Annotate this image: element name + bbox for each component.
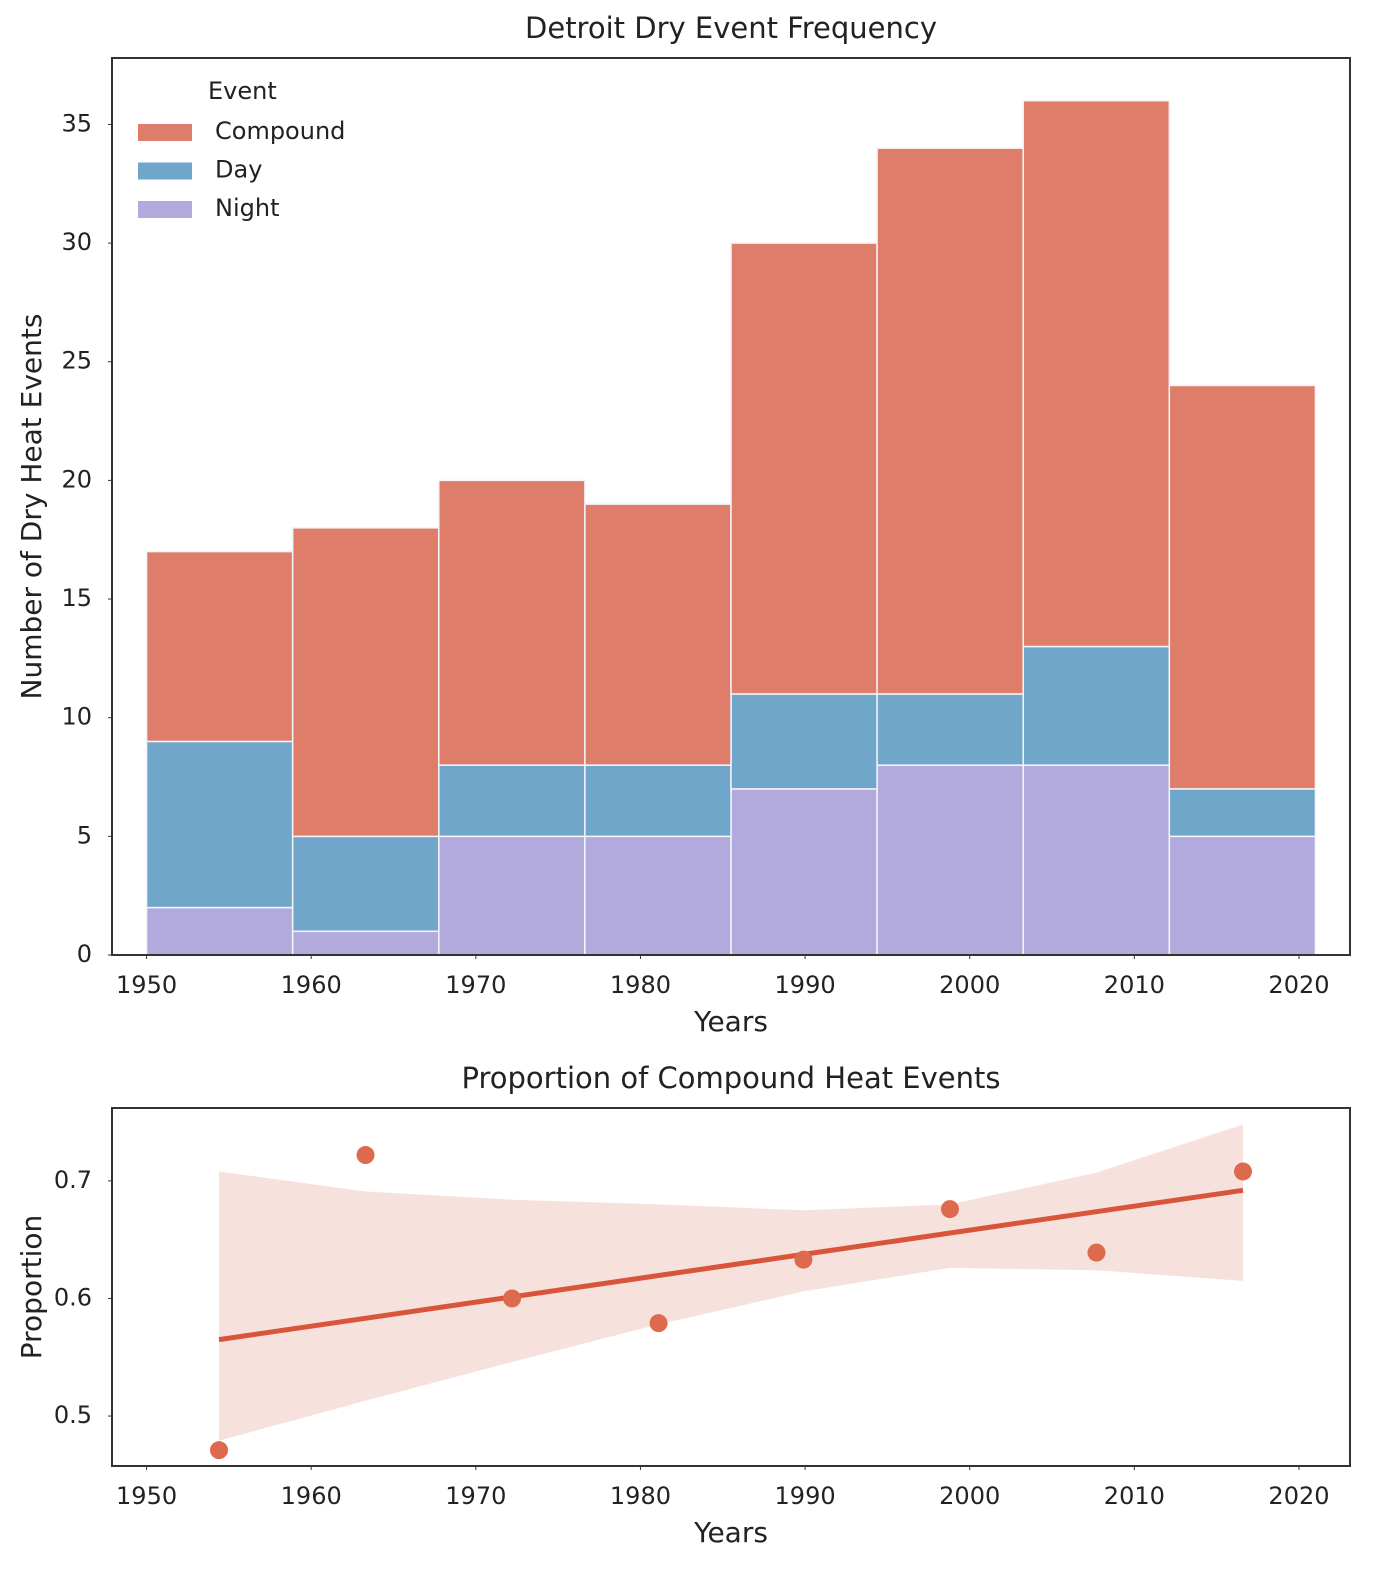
x-tick-label: 2000 <box>939 971 1000 999</box>
bar-segment <box>291 527 440 838</box>
y-axis-label: Proportion <box>15 1215 48 1359</box>
y-tick-label: 35 <box>61 109 92 137</box>
bar-segment <box>438 479 586 766</box>
bar-segment <box>584 764 732 838</box>
x-axis-label: Years <box>693 1005 768 1038</box>
x-tick-label: 2010 <box>1104 971 1165 999</box>
x-axis-label: Years <box>693 1516 768 1549</box>
y-axis-label: Number of Dry Heat Events <box>15 314 48 700</box>
y-tick-label: 10 <box>61 703 92 731</box>
y-tick-label: 0.7 <box>54 1166 92 1194</box>
x-tick-label: 1960 <box>281 971 342 999</box>
legend-swatch <box>138 162 192 180</box>
y-tick-label: 5 <box>77 821 92 849</box>
bar-segment <box>876 764 1024 956</box>
legend-label: Compound <box>215 117 345 145</box>
legend-swatch <box>138 201 192 218</box>
bar-segment <box>1022 645 1171 766</box>
point <box>503 1289 522 1308</box>
bar-segment <box>1168 788 1317 838</box>
x-tick-label: 1980 <box>610 971 671 999</box>
chart-title: Proportion of Compound Heat Events <box>462 1061 1001 1095</box>
bar-segment <box>584 503 732 766</box>
y-tick-label: 20 <box>61 465 92 493</box>
legend-label: Night <box>215 194 279 222</box>
y-tick-label: 25 <box>61 347 92 375</box>
trend-line <box>218 1187 1244 1343</box>
bar-segment <box>145 740 294 909</box>
y-tick-label: 0 <box>77 940 92 968</box>
x-tick-label: 2020 <box>1268 971 1329 999</box>
bar-segment <box>438 835 586 956</box>
bar-segment <box>291 930 440 956</box>
x-tick-label: 1950 <box>116 971 177 999</box>
bar-segment <box>730 693 878 790</box>
point <box>356 1146 375 1165</box>
y-tick-label: 0.6 <box>54 1283 92 1311</box>
x-tick-label: 2000 <box>939 1482 1000 1510</box>
bar-segment <box>1022 764 1171 956</box>
point <box>1087 1243 1106 1262</box>
point <box>940 1200 959 1219</box>
point <box>649 1314 668 1333</box>
chart-title: Detroit Dry Event Frequency <box>525 11 937 45</box>
bar-segment <box>1022 99 1171 648</box>
y-tick-label: 30 <box>61 228 92 256</box>
legend-title: Event <box>208 77 277 105</box>
bar-segment <box>876 693 1024 766</box>
point <box>210 1441 229 1460</box>
bar-segment <box>730 788 878 956</box>
plot-frame <box>111 1107 1351 1467</box>
bar-segment <box>291 835 440 933</box>
bar-segment <box>1168 384 1317 790</box>
x-tick-label: 1960 <box>281 1482 342 1510</box>
x-tick-label: 1970 <box>445 1482 506 1510</box>
confidence-band <box>219 1124 1243 1441</box>
x-tick-label: 2020 <box>1268 1482 1329 1510</box>
bar-segment <box>730 242 878 695</box>
y-tick-label: 15 <box>61 584 92 612</box>
legend-swatch <box>138 124 192 141</box>
x-tick-label: 1950 <box>116 1482 177 1510</box>
plot-frame <box>111 57 1351 956</box>
legend-label: Day <box>215 156 262 184</box>
y-tick-label: 0.5 <box>54 1401 92 1429</box>
x-tick-label: 1990 <box>775 971 836 999</box>
bar-segment <box>145 550 294 743</box>
x-tick-label: 2010 <box>1104 1482 1165 1510</box>
x-tick-label: 1990 <box>775 1482 836 1510</box>
bar-segment <box>1168 835 1317 956</box>
bar-segment <box>438 764 586 838</box>
x-tick-label: 1970 <box>445 971 506 999</box>
bar-segment <box>876 147 1024 695</box>
bar-segment <box>584 835 732 956</box>
point <box>794 1250 813 1269</box>
point <box>1233 1162 1252 1181</box>
bar-segment <box>145 906 294 956</box>
x-tick-label: 1980 <box>610 1482 671 1510</box>
